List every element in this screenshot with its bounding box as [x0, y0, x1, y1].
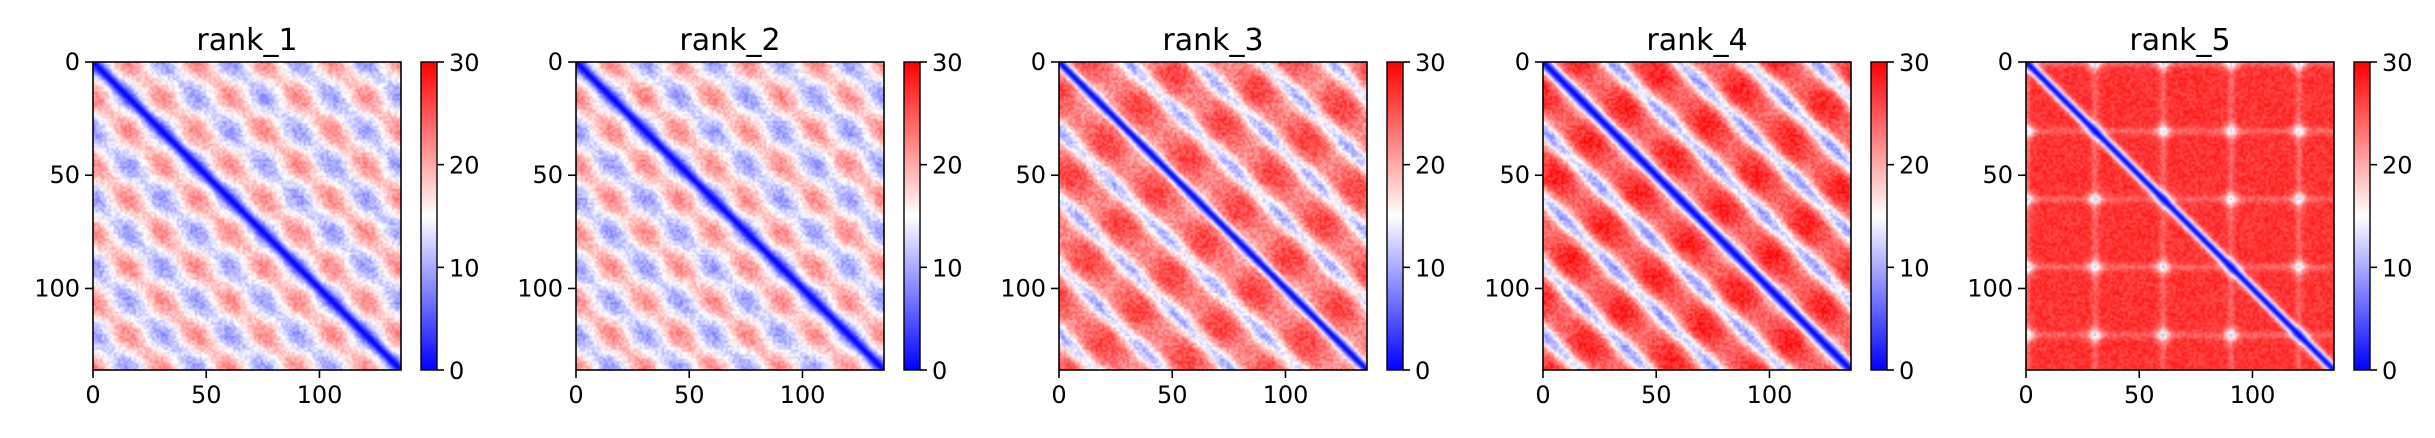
x-tick-label: 50 — [1641, 381, 1672, 409]
colorbar-tick-label: 10 — [2382, 254, 2413, 282]
y-tick-label: 100 — [517, 274, 563, 302]
colorbar-tick-label: 10 — [1899, 254, 1930, 282]
x-tick-label: 0 — [568, 381, 583, 409]
x-tick-label: 50 — [191, 381, 222, 409]
x-tick-label: 50 — [674, 381, 705, 409]
axes-frame — [1058, 61, 1368, 371]
x-tick-label: 0 — [2018, 381, 2033, 409]
panel-4: rank_4 0 50 100 0 50 100 0 10 20 30 — [1484, 23, 1929, 409]
heatmap-cells — [2026, 62, 2334, 370]
colorbar — [903, 61, 921, 371]
colorbar-tick-label: 30 — [1899, 49, 1930, 77]
panel-title: rank_4 — [1646, 23, 1747, 58]
colorbar-tick-label: 0 — [449, 357, 464, 385]
colorbar-tick-label: 20 — [1899, 152, 1930, 180]
colorbar-tick-label: 0 — [2382, 357, 2397, 385]
y-tick-label: 50 — [1499, 161, 1530, 189]
colorbar-tick-label: 0 — [1415, 357, 1430, 385]
x-tick-label: 50 — [1157, 381, 1188, 409]
y-tick-label: 0 — [65, 48, 80, 76]
heatmap-cells — [1543, 62, 1851, 370]
colorbar-tick-label: 10 — [449, 254, 480, 282]
x-tick-label: 100 — [297, 381, 343, 409]
heatmap-cells — [576, 62, 884, 370]
y-tick-label: 50 — [1982, 161, 2013, 189]
y-tick-label: 0 — [1031, 48, 1046, 76]
colorbar-tick-label: 30 — [1415, 49, 1446, 77]
x-tick-label: 100 — [780, 381, 826, 409]
x-tick-label: 0 — [85, 381, 100, 409]
y-tick-label: 0 — [1998, 48, 2013, 76]
colorbar-tick-label: 20 — [449, 152, 480, 180]
colorbar-tick-label: 20 — [2382, 152, 2413, 180]
x-tick-label: 0 — [1051, 381, 1066, 409]
axes-frame — [575, 61, 885, 371]
y-tick-label: 100 — [1000, 274, 1046, 302]
colorbar — [1386, 61, 1404, 371]
y-tick-label: 0 — [1515, 48, 1530, 76]
x-tick-label: 100 — [2230, 381, 2276, 409]
y-tick-label: 50 — [532, 161, 563, 189]
x-tick-label: 100 — [1747, 381, 1793, 409]
panel-3: rank_3 0 50 100 0 50 100 0 10 20 30 — [1000, 23, 1445, 409]
axes-frame — [92, 61, 402, 371]
x-tick-label: 100 — [1263, 381, 1309, 409]
x-tick-label: 0 — [1535, 381, 1550, 409]
colorbar-tick-label: 0 — [932, 357, 947, 385]
y-tick-label: 100 — [1967, 274, 2013, 302]
colorbar — [420, 61, 438, 371]
y-tick-label: 100 — [34, 274, 80, 302]
panel-title: rank_2 — [679, 23, 780, 58]
axes-frame — [1542, 61, 1852, 371]
panel-title: rank_5 — [2129, 23, 2230, 58]
colorbar-tick-label: 0 — [1899, 357, 1914, 385]
x-tick-label: 50 — [2124, 381, 2155, 409]
colorbar-tick-label: 30 — [932, 49, 963, 77]
colorbar-tick-label: 10 — [932, 254, 963, 282]
panel-title: rank_1 — [196, 23, 297, 58]
colorbar-tick-label: 30 — [449, 49, 480, 77]
colorbar-tick-label: 10 — [1415, 254, 1446, 282]
axes-frame — [2025, 61, 2335, 371]
heatmap-cells — [93, 62, 401, 370]
panel-2: rank_2 0 50 100 0 50 100 0 10 20 30 — [517, 23, 962, 409]
colorbar-tick-label: 20 — [1415, 152, 1446, 180]
panel-5: rank_5 0 50 100 0 50 100 0 10 20 30 — [1967, 23, 2412, 409]
y-tick-label: 0 — [548, 48, 563, 76]
colorbar — [1870, 61, 1888, 371]
panel-title: rank_3 — [1162, 23, 1263, 58]
heatmap-cells — [1059, 62, 1367, 370]
y-tick-label: 100 — [1484, 274, 1530, 302]
y-tick-label: 50 — [49, 161, 80, 189]
colorbar — [2353, 61, 2371, 371]
y-tick-label: 50 — [1015, 161, 1046, 189]
panel-1: rank_1 0 50 100 0 50 100 0 10 20 30 — [34, 23, 479, 409]
colorbar-tick-label: 30 — [2382, 49, 2413, 77]
colorbar-tick-label: 20 — [932, 152, 963, 180]
